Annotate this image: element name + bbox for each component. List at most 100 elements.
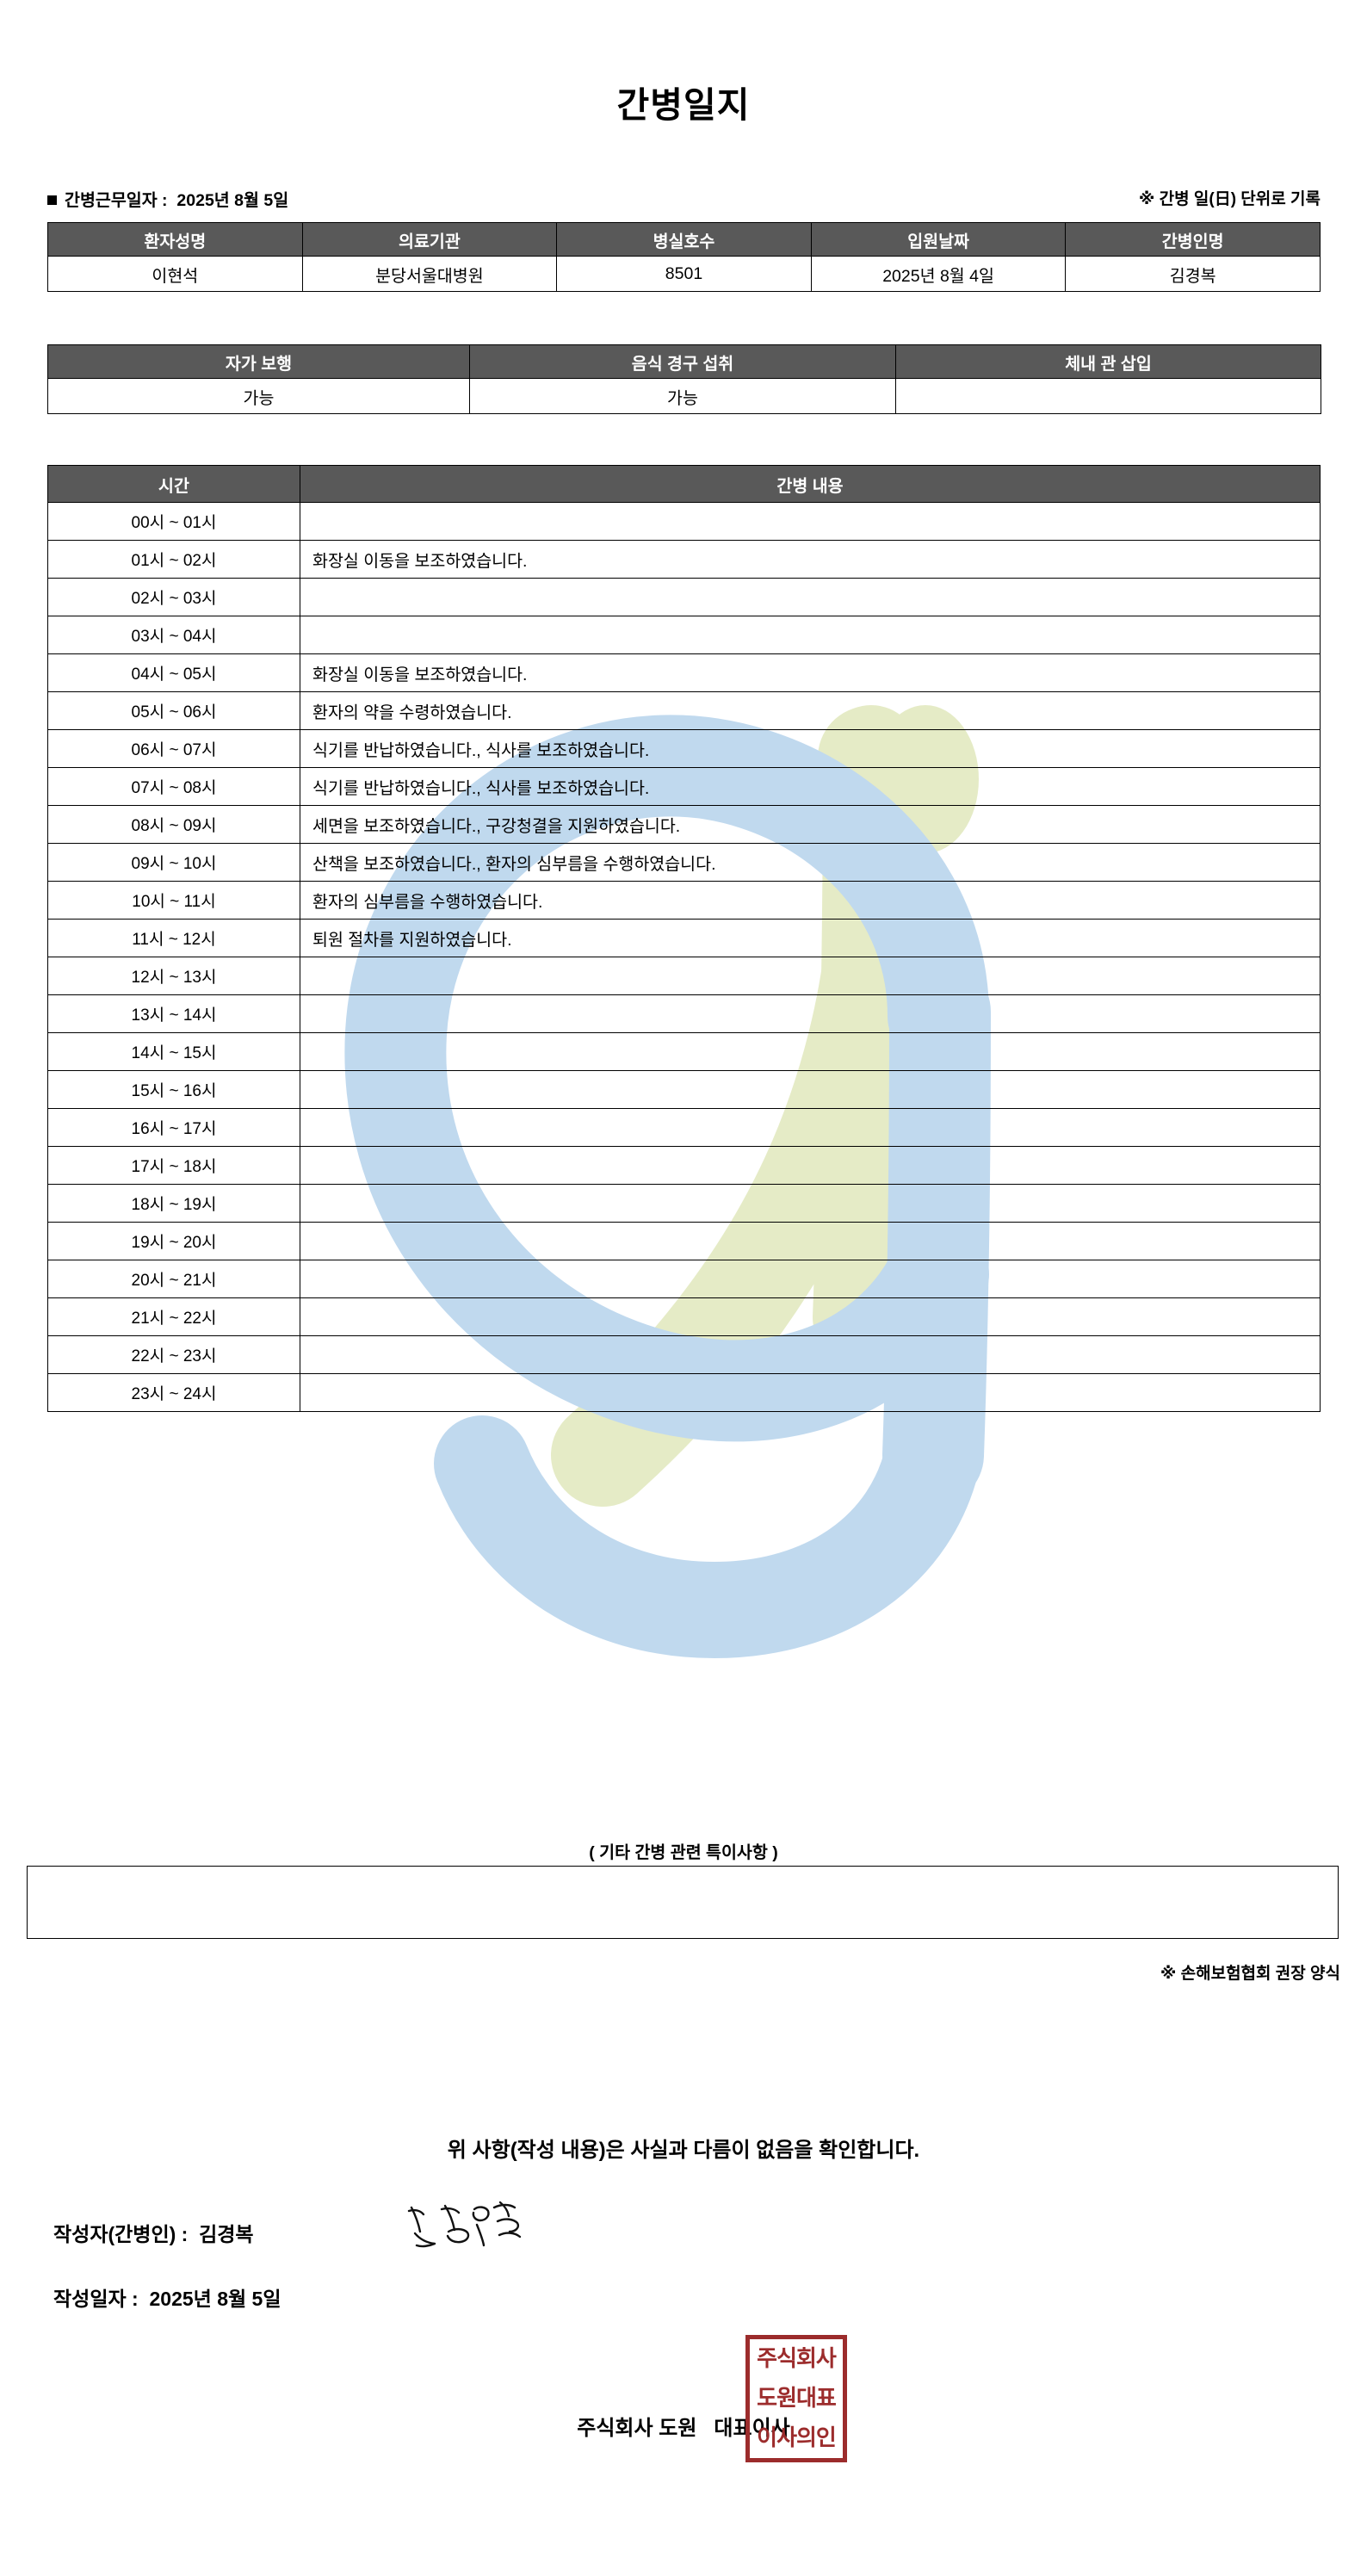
- bullet-icon: [47, 195, 57, 205]
- cell-institution: 분당서울대병원: [301, 256, 558, 292]
- work-date-block: 간병근무일자 : 2025년 8월 5일: [47, 186, 288, 211]
- patient-info-table: 환자성명 의료기관 병실호수 입원날짜 간병인명 이현석 분당서울대병원 850…: [47, 222, 1321, 292]
- cell-care-content[interactable]: [300, 1222, 1321, 1260]
- cell-care-content[interactable]: [300, 578, 1321, 616]
- table-row: 23시 ~ 24시: [47, 1373, 1321, 1412]
- cell-time-slot: 14시 ~ 15시: [47, 1032, 300, 1071]
- cell-room-number: 8501: [556, 256, 812, 292]
- cell-admission-date: 2025년 8월 4일: [810, 256, 1067, 292]
- col-header-tube-insertion: 체내 관 삽입: [895, 344, 1321, 379]
- table-row: 17시 ~ 18시: [47, 1146, 1321, 1185]
- cell-care-content[interactable]: [300, 1373, 1321, 1412]
- confirmation-statement: 위 사항(작성 내용)은 사실과 다름이 없음을 확인합니다.: [447, 2139, 920, 2162]
- care-schedule-table: 시간 간병 내용 00시 ~ 01시 01시 ~ 02시 화장실 이동을 보조하였습…: [47, 465, 1321, 1412]
- col-header-caregiver-name: 간병인명: [1065, 222, 1321, 257]
- table-row: 22시 ~ 23시: [47, 1335, 1321, 1374]
- cell-care-content[interactable]: 퇴원 절차를 지원하였습니다.: [300, 919, 1321, 957]
- cell-time-slot: 17시 ~ 18시: [47, 1146, 300, 1185]
- table-header-row: 환자성명 의료기관 병실호수 입원날짜 간병인명: [47, 222, 1321, 257]
- cell-time-slot: 02시 ~ 03시: [47, 578, 300, 616]
- cell-time-slot: 22시 ~ 23시: [47, 1335, 300, 1374]
- page-title: 간병일지: [616, 85, 751, 125]
- table-row: 15시 ~ 16시: [47, 1070, 1321, 1109]
- cell-time-slot: 05시 ~ 06시: [47, 691, 300, 730]
- remarks-label: ( 기타 간병 관련 특이사항 ): [589, 1843, 778, 1862]
- table-row: 20시 ~ 21시: [47, 1260, 1321, 1298]
- cell-care-content[interactable]: 식기를 반납하였습니다., 식사를 보조하였습니다.: [300, 729, 1321, 768]
- col-header-care-content: 간병 내용: [300, 465, 1321, 503]
- cell-time-slot: 06시 ~ 07시: [47, 729, 300, 768]
- cell-care-content[interactable]: 환자의 약을 수령하였습니다.: [300, 691, 1321, 730]
- handwritten-signature: [407, 2201, 522, 2248]
- col-header-admission-date: 입원날짜: [810, 222, 1067, 257]
- table-row: 13시 ~ 14시: [47, 994, 1321, 1033]
- stamp-line-1: 주식회사: [757, 2346, 837, 2372]
- cell-care-content[interactable]: 화장실 이동을 보조하였습니다.: [300, 540, 1321, 579]
- status-table: 자가 보행 음식 경구 섭취 체내 관 삽입 가능 가능: [47, 344, 1321, 414]
- cell-time-slot: 19시 ~ 20시: [47, 1222, 300, 1260]
- table-header-row: 시간 간병 내용: [47, 465, 1321, 503]
- cell-time-slot: 09시 ~ 10시: [47, 843, 300, 882]
- cell-care-content[interactable]: [300, 994, 1321, 1033]
- writer-label: 작성자(간병인) :: [53, 2223, 189, 2245]
- cell-care-content[interactable]: [300, 1184, 1321, 1223]
- cell-time-slot: 03시 ~ 04시: [47, 616, 300, 654]
- stamp-line-2: 도원대표: [757, 2386, 837, 2412]
- cell-caregiver-name: 김경복: [1065, 256, 1321, 292]
- written-date-line: 작성일자 : 2025년 8월 5일: [53, 2282, 281, 2312]
- cell-time-slot: 07시 ~ 08시: [47, 767, 300, 806]
- table-row: 10시 ~ 11시 환자의 심부름을 수행하였습니다.: [47, 881, 1321, 920]
- col-header-room-number: 병실호수: [556, 222, 812, 257]
- cell-care-content[interactable]: [300, 1032, 1321, 1071]
- table-row: 19시 ~ 20시: [47, 1222, 1321, 1260]
- form-source-note: ※ 손해보험협회 권장 양식: [1160, 1965, 1340, 1983]
- cell-self-ambulation: 가능: [47, 378, 470, 414]
- cell-care-content[interactable]: [300, 1297, 1321, 1336]
- col-header-patient-name: 환자성명: [47, 222, 303, 257]
- cell-care-content[interactable]: [300, 1070, 1321, 1109]
- table-row: 가능 가능: [47, 378, 1321, 414]
- cell-care-content[interactable]: [300, 502, 1321, 541]
- cell-time-slot: 20시 ~ 21시: [47, 1260, 300, 1298]
- cell-care-content[interactable]: [300, 616, 1321, 654]
- cell-time-slot: 18시 ~ 19시: [47, 1184, 300, 1223]
- cell-care-content[interactable]: [300, 1146, 1321, 1185]
- table-row: 06시 ~ 07시 식기를 반납하였습니다., 식사를 보조하였습니다.: [47, 729, 1321, 768]
- table-row: 14시 ~ 15시: [47, 1032, 1321, 1071]
- cell-care-content[interactable]: 세면을 보조하였습니다., 구강청결을 지원하였습니다.: [300, 805, 1321, 844]
- cell-patient-name: 이현석: [47, 256, 303, 292]
- care-schedule-body: 00시 ~ 01시 01시 ~ 02시 화장실 이동을 보조하였습니다. 02시 ~ …: [47, 502, 1321, 1412]
- table-row: 08시 ~ 09시 세면을 보조하였습니다., 구강청결을 지원하였습니다.: [47, 805, 1321, 844]
- table-row: 12시 ~ 13시: [47, 957, 1321, 995]
- col-header-oral-intake: 음식 경구 섭취: [469, 344, 896, 379]
- cell-care-content[interactable]: [300, 1260, 1321, 1298]
- table-row: 00시 ~ 01시: [47, 502, 1321, 541]
- table-row: 05시 ~ 06시 환자의 약을 수령하였습니다.: [47, 691, 1321, 730]
- work-date-value: 2025년 8월 5일: [176, 191, 289, 210]
- cell-care-content[interactable]: 산책을 보조하였습니다., 환자의 심부름을 수행하였습니다.: [300, 843, 1321, 882]
- table-row: 09시 ~ 10시 산책을 보조하였습니다., 환자의 심부름을 수행하였습니다.: [47, 843, 1321, 882]
- cell-care-content[interactable]: [300, 1108, 1321, 1147]
- table-row: 16시 ~ 17시: [47, 1108, 1321, 1147]
- cell-care-content[interactable]: 식기를 반납하였습니다., 식사를 보조하였습니다.: [300, 767, 1321, 806]
- table-row: 18시 ~ 19시: [47, 1184, 1321, 1223]
- cell-time-slot: 04시 ~ 05시: [47, 653, 300, 692]
- cell-care-content[interactable]: 환자의 심부름을 수행하였습니다.: [300, 881, 1321, 920]
- company-signature-line: 주식회사 도원 대표이사: [0, 2411, 1367, 2441]
- table-row: 이현석 분당서울대병원 8501 2025년 8월 4일 김경복: [47, 256, 1321, 292]
- cell-time-slot: 13시 ~ 14시: [47, 994, 300, 1033]
- cell-care-content[interactable]: [300, 1335, 1321, 1374]
- cell-time-slot: 00시 ~ 01시: [47, 502, 300, 541]
- cell-care-content[interactable]: 화장실 이동을 보조하였습니다.: [300, 653, 1321, 692]
- stamp-line-3: 이사의인: [757, 2425, 837, 2451]
- company-seal-stamp: 주식회사 도원대표 이사의인: [745, 2335, 847, 2462]
- table-row: 03시 ~ 04시: [47, 616, 1321, 654]
- cell-time-slot: 08시 ~ 09시: [47, 805, 300, 844]
- remarks-box[interactable]: [27, 1866, 1339, 1939]
- table-row: 04시 ~ 05시 화장실 이동을 보조하였습니다.: [47, 653, 1321, 692]
- cell-care-content[interactable]: [300, 957, 1321, 995]
- cell-oral-intake: 가능: [469, 378, 896, 414]
- col-header-time: 시간: [47, 465, 300, 503]
- company-name: 주식회사 도원: [577, 2417, 697, 2440]
